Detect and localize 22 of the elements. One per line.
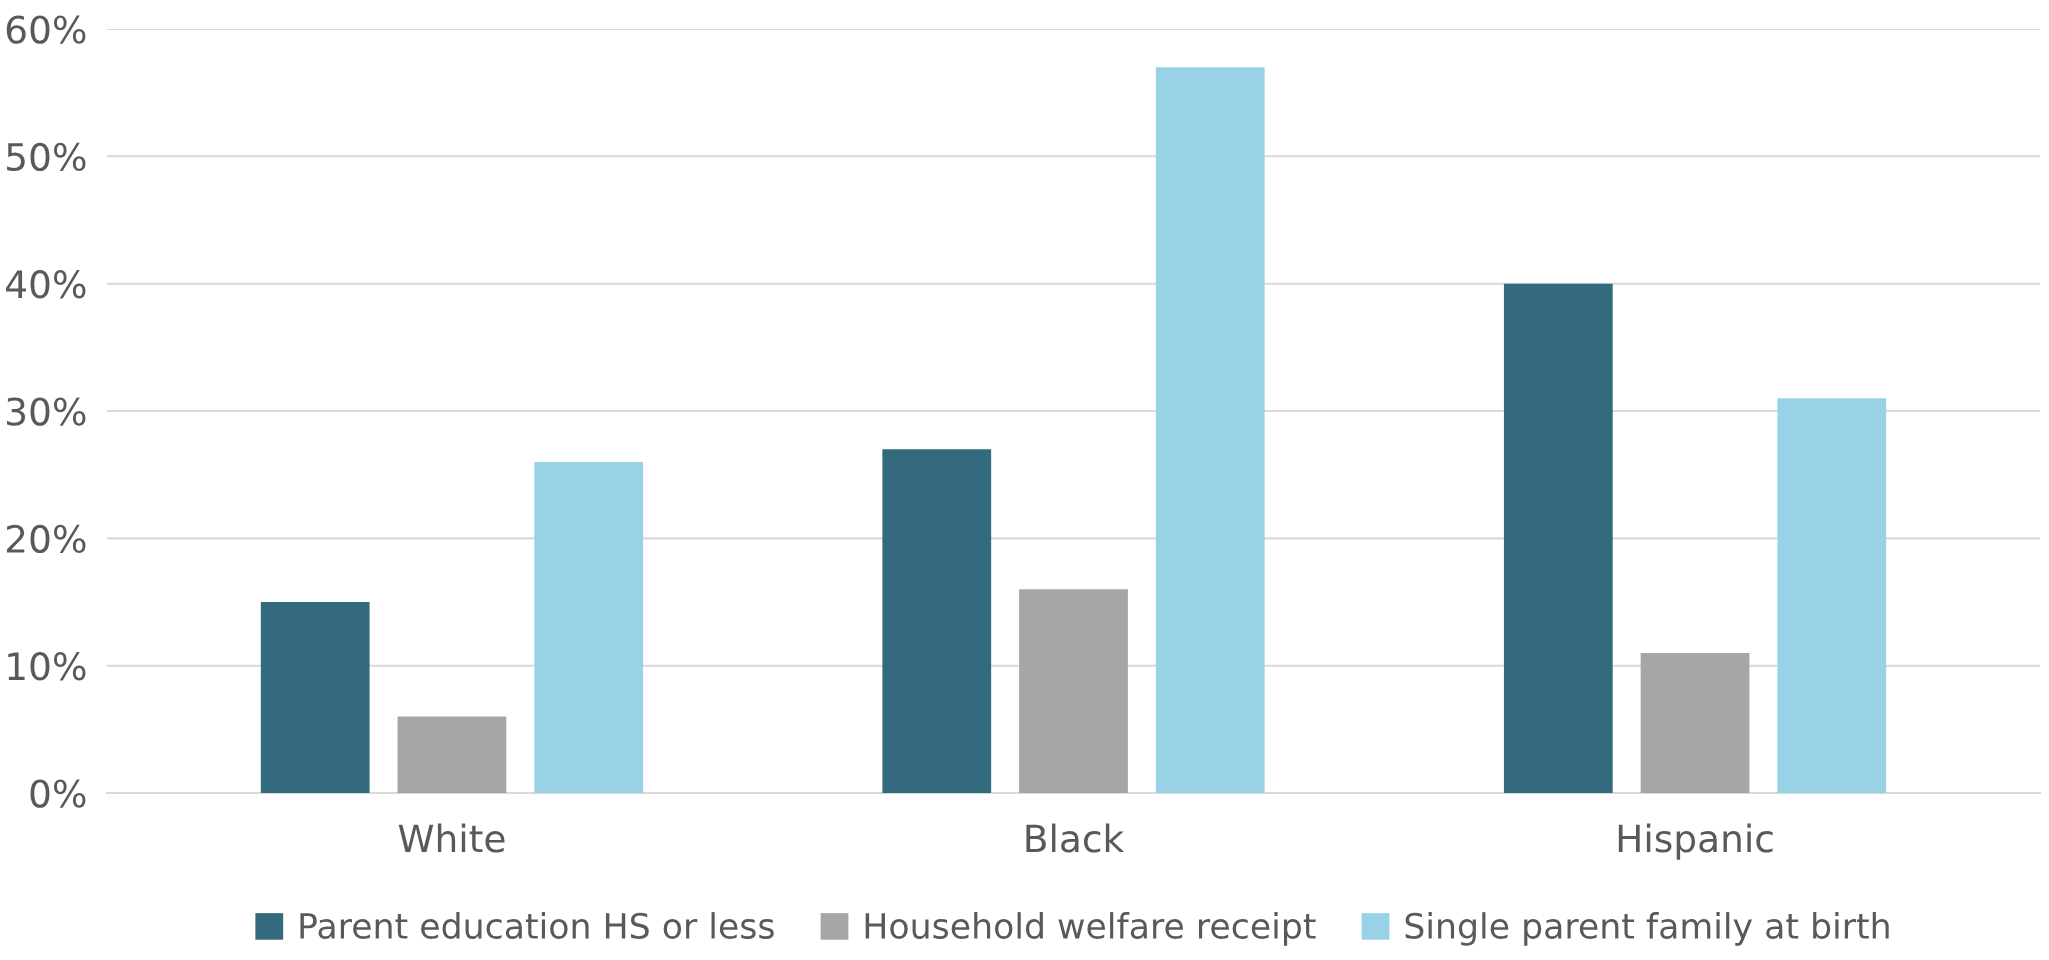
bar (882, 449, 992, 793)
x-tick-label: White (398, 823, 505, 853)
bar (1777, 398, 1887, 793)
bar (534, 461, 644, 793)
bar (1503, 283, 1613, 793)
bar (397, 716, 507, 793)
y-tick-label: 10% (8, 652, 86, 681)
y-tick-label: 30% (7, 397, 86, 426)
bar (1019, 589, 1128, 793)
y-tick-label: 50% (7, 142, 86, 172)
y-tick-label: 20% (6, 524, 86, 554)
legend-label: Single parent family at birth (1405, 912, 1889, 946)
bar (1640, 652, 1750, 793)
bar (260, 602, 370, 793)
legend-label: Parent education HS or less (300, 912, 774, 939)
legend-label: Household welfare receipt (865, 912, 1316, 946)
x-tick-label: Hispanic (1618, 823, 1773, 860)
y-tick-label: 0% (30, 779, 86, 808)
x-tick-label: Black (1026, 823, 1125, 853)
bar (1155, 67, 1265, 793)
y-tick-label: 40% (6, 270, 86, 299)
y-tick-label: 60% (6, 15, 86, 44)
